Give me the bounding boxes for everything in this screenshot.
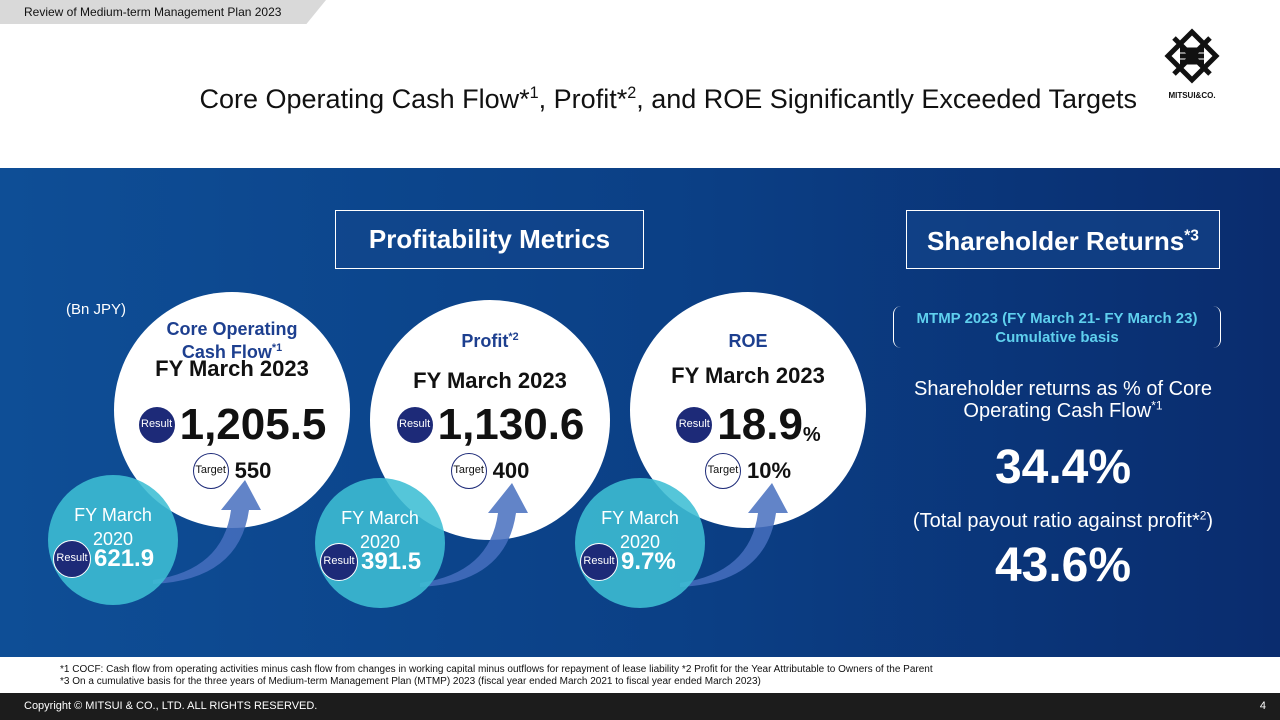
metric-value: 43.6% xyxy=(994,539,1132,592)
result-badge: Result xyxy=(675,406,714,444)
metric-text: ) xyxy=(1206,510,1214,532)
heading-sup: *3 xyxy=(1184,227,1199,245)
metric-name-text: Profit xyxy=(461,331,509,351)
target-badge: Target xyxy=(450,453,487,489)
prior-period: FY March 2020 xyxy=(74,505,152,549)
footnote: *3 On a cumulative basis for the three y… xyxy=(60,676,761,687)
title-part: , Profit* xyxy=(538,84,628,114)
copyright: Copyright © MITSUI & CO., LTD. ALL RIGHT… xyxy=(24,700,318,712)
result-row: Result 1,205.5 xyxy=(107,400,357,450)
period: FY March 2023 xyxy=(413,368,567,393)
prior-badge: Result xyxy=(580,543,618,581)
slide-title: Core Operating Cash Flow*1, Profit*2, an… xyxy=(0,84,1138,115)
metric-name-text: Core Operating Cash Flow xyxy=(166,319,298,362)
metric-label: Shareholder returns as % of Core Operati… xyxy=(893,378,1233,422)
footer: Copyright © MITSUI & CO., LTD. ALL RIGHT… xyxy=(0,693,1280,720)
title-part: Core Operating Cash Flow* xyxy=(199,84,530,114)
target-value: 10% xyxy=(746,458,792,483)
target-badge: Target xyxy=(192,453,229,489)
footnote: *1 COCF: Cash flow from operating activi… xyxy=(60,664,933,675)
period: FY March 2023 xyxy=(155,356,309,381)
prior-row: Result 621.9 xyxy=(53,540,183,578)
metric-name-sup: *1 xyxy=(271,342,283,354)
title-sup: 1 xyxy=(529,84,539,102)
metric-name-text: ROE xyxy=(728,331,768,351)
prior-row: Result 9.7% xyxy=(580,543,710,581)
metric-value: 34.4% xyxy=(994,441,1132,494)
section-heading: Shareholder Returns*3 xyxy=(906,210,1220,269)
target-badge: Target xyxy=(704,453,741,489)
prior-badge: Result xyxy=(53,540,91,578)
heading-text: Shareholder Returns xyxy=(927,226,1185,256)
prior-value: 621.9 xyxy=(94,545,155,572)
metric-name: Profit*2 xyxy=(400,330,580,353)
growth-arrow xyxy=(420,483,528,587)
title-sup: 2 xyxy=(627,84,637,102)
target-value: 400 xyxy=(492,458,530,483)
section-heading: Profitability Metrics xyxy=(335,210,644,269)
prior-value: 391.5 xyxy=(361,548,422,575)
prior-period: FY March 2020 xyxy=(341,508,419,552)
metric-label: (Total payout ratio against profit*2) xyxy=(893,508,1233,533)
metric-name-sup: *2 xyxy=(508,331,519,343)
prior-period: FY March 2020 xyxy=(601,508,679,552)
target-row: Target 550 xyxy=(162,453,302,489)
metric-sup: *1 xyxy=(1151,398,1163,413)
title-part: , and ROE Significantly Exceeded Targets xyxy=(636,84,1137,114)
basis-line: Cumulative basis xyxy=(995,329,1119,346)
logo-text: MITSUI&CO. xyxy=(1168,91,1216,100)
prior-badge: Result xyxy=(320,543,358,581)
result-row: Result 18.9% xyxy=(623,400,873,450)
target-value: 550 xyxy=(234,458,272,483)
metric-name: ROE xyxy=(658,330,838,353)
page-number: 4 xyxy=(1259,700,1266,712)
basis-line: MTMP 2023 (FY March 21- FY March 23) xyxy=(916,310,1198,327)
basis-box: MTMP 2023 (FY March 21- FY March 23) Cumu… xyxy=(893,306,1221,348)
period: FY March 2023 xyxy=(671,363,825,388)
metric-name: Core Operating Cash Flow*1 xyxy=(142,318,322,364)
result-badge: Result xyxy=(137,406,176,444)
footnotes: *1 COCF: Cash flow from operating activi… xyxy=(60,664,933,688)
metric-text: (Total payout ratio against profit* xyxy=(912,510,1200,532)
target-row: Target 10% xyxy=(678,453,818,489)
target-row: Target 400 xyxy=(420,453,560,489)
metric-sup: 2 xyxy=(1199,508,1207,523)
prior-row: Result 391.5 xyxy=(320,543,450,581)
section-tag: Review of Medium-term Management Plan 20… xyxy=(0,0,326,24)
logo: MITSUI&CO. xyxy=(1160,28,1224,100)
result-value: 1,130.6 xyxy=(437,400,585,449)
result-unit: % xyxy=(802,424,821,447)
unit-label: (Bn JPY) xyxy=(66,301,127,318)
result-row: Result 1,130.6 xyxy=(365,400,615,450)
growth-arrow xyxy=(153,480,261,584)
prior-value: 9.7% xyxy=(621,548,676,575)
growth-arrow xyxy=(680,483,788,587)
metric-text: Shareholder returns as % of Core Operati… xyxy=(914,378,1212,422)
result-badge: Result xyxy=(395,406,434,444)
logo-mark xyxy=(1164,28,1220,84)
result-value: 1,205.5 xyxy=(179,400,327,449)
result-value: 18.9 xyxy=(717,400,803,449)
